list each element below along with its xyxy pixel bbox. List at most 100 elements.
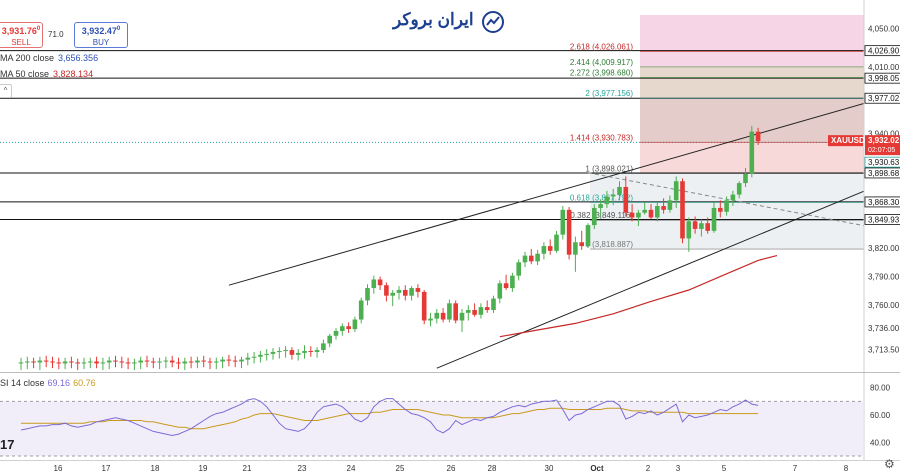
candle-body — [642, 209, 647, 213]
time-tick: 24 — [347, 464, 356, 471]
level-tag-box — [864, 196, 900, 208]
level-tag-label: 3,898.68 — [868, 169, 900, 178]
candle-body — [440, 312, 446, 320]
candle-body — [358, 300, 364, 320]
price-tick: 4,010.00 — [868, 63, 900, 72]
candle-body — [699, 223, 704, 229]
price-axis[interactable]: 4,050.00 4,010.00 3,940.00 3,820.00 3,790.00… — [863, 0, 900, 471]
candle-body — [69, 361, 74, 363]
rsi-tick: 40.00 — [870, 438, 891, 447]
tradingview-logo[interactable]: 17 — [0, 437, 15, 452]
candle-body — [503, 283, 509, 289]
candle-body — [232, 360, 238, 362]
candle-body — [604, 196, 610, 205]
candle-body — [138, 360, 143, 363]
symbol-tag-label: XAUUSD — [831, 136, 865, 145]
candle-body — [327, 335, 332, 344]
buy-button[interactable]: 3,932.470 BUY — [74, 22, 128, 48]
channel-upper — [228, 92, 900, 286]
time-axis[interactable]: 16 17 18 19 21 23 24 25 26 28 30 Oct 2 3 5 7 8 — [0, 460, 900, 471]
time-tick: 23 — [298, 464, 307, 471]
candle-body — [321, 343, 326, 351]
candle-body — [421, 291, 427, 321]
time-tick: 2 — [646, 464, 651, 471]
candle-body — [547, 246, 553, 251]
candle-body — [100, 362, 106, 364]
candle-body — [673, 181, 679, 201]
level-tag-label: 3,868.30 — [868, 198, 900, 207]
candle-body — [119, 361, 125, 363]
time-tick: 21 — [243, 464, 252, 471]
candle-body — [629, 212, 635, 218]
fibonacci-levels: 0 (3,818.887) 0.382 (3,849.116) 0.618 (3,8… — [570, 42, 864, 250]
candle-body — [434, 312, 440, 319]
time-tick: 17 — [102, 464, 111, 471]
rsi-value: 69.16 — [47, 378, 71, 388]
candle-body — [655, 206, 660, 218]
candle-body — [428, 318, 433, 321]
candle-body — [195, 360, 200, 363]
candle-body — [466, 310, 471, 313]
candle-body — [529, 255, 534, 262]
ma50-legend[interactable]: MA 50 close 3,828.134 — [0, 69, 93, 79]
rsi-ma-path — [21, 407, 759, 430]
candle-body — [453, 303, 458, 321]
ma200-legend[interactable]: MA 200 close 3,656.356 — [0, 53, 98, 63]
channel-lower — [436, 175, 900, 369]
level-tag-box — [864, 167, 900, 179]
ma200-value: 3,656.356 — [58, 53, 99, 63]
candle-body — [151, 361, 156, 363]
candle-body — [226, 359, 232, 361]
candle-body — [365, 288, 370, 301]
brand-logo-icon — [482, 11, 504, 33]
candle-body — [516, 262, 521, 276]
candle-body — [377, 279, 383, 286]
level-tag-box — [864, 214, 900, 225]
candle-body — [749, 131, 755, 174]
ma50-line — [499, 255, 778, 338]
candle-body — [705, 223, 710, 231]
candle-body — [579, 242, 584, 247]
candle-body — [283, 350, 288, 352]
candle-body — [598, 204, 603, 208]
fib-label-0: 0 (3,818.887) — [585, 240, 633, 249]
collapse-chevron-icon[interactable]: ^ — [0, 84, 12, 98]
fib-label-2: 0.618 (3,867.792) — [570, 193, 633, 202]
candle-body — [245, 357, 251, 360]
rsi-legend[interactable]: SI 14 close 69.16 60.76 — [0, 378, 96, 388]
candle-body — [403, 289, 408, 296]
candle-body — [711, 207, 717, 231]
price-tick: 4,050.00 — [868, 25, 900, 34]
candle-body — [25, 361, 30, 363]
rsi-label: SI 14 close — [0, 378, 45, 388]
level-tag-label: 3,977.02 — [868, 94, 900, 103]
candle-body — [522, 255, 528, 263]
gear-icon[interactable]: ⚙ — [884, 457, 895, 471]
rsi-pane: 80.00 60.00 40.00 — [0, 372, 900, 457]
candle-body — [661, 206, 666, 210]
candle-body — [94, 361, 99, 364]
candle-body — [302, 351, 307, 353]
candle-body — [686, 221, 692, 239]
candle-body — [718, 207, 723, 212]
candle-body — [220, 359, 225, 362]
candle-body — [37, 360, 43, 363]
candle-body — [610, 194, 616, 197]
candle-body — [484, 307, 490, 310]
fib-label-6: 2.272 (3,998.680) — [570, 69, 633, 78]
candle-body — [106, 360, 112, 363]
candle-body — [724, 200, 729, 212]
candle-body — [207, 361, 213, 363]
candle-body — [214, 361, 219, 363]
candle-body — [566, 209, 572, 255]
candle-body — [396, 289, 402, 293]
candle-body — [163, 360, 169, 362]
candle-body — [736, 183, 742, 195]
candle-body — [755, 131, 761, 142]
candle-body — [554, 234, 559, 251]
sell-button[interactable]: 3,931.760 SELL — [0, 22, 43, 48]
candle-body — [62, 361, 68, 364]
candle-body — [43, 360, 49, 362]
bid-tag-box — [864, 156, 900, 168]
